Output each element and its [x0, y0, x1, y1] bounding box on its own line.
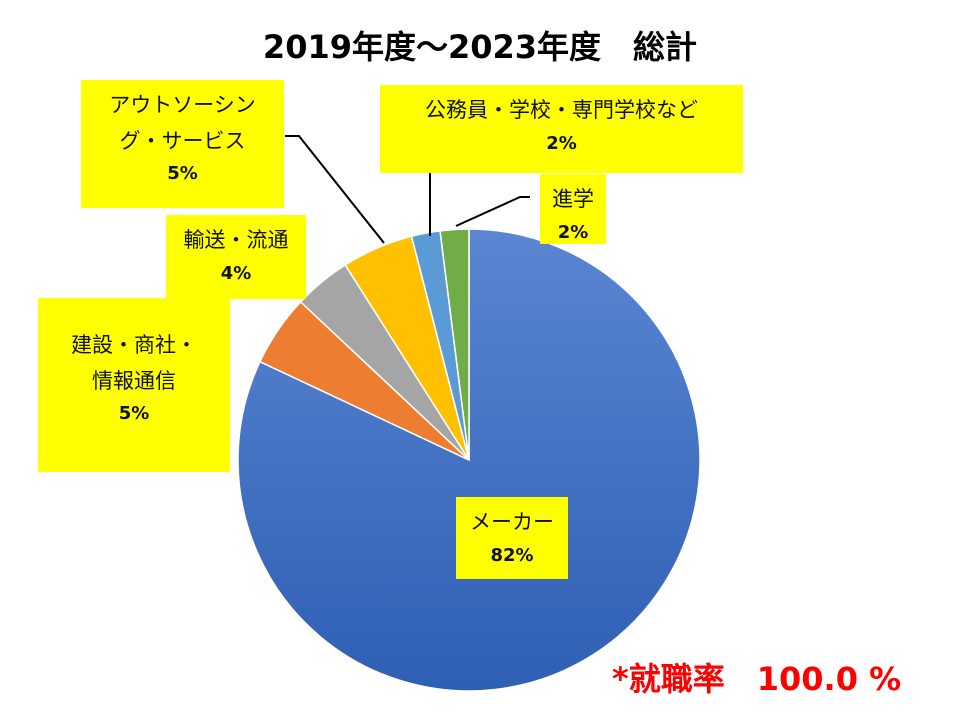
slice-category-label: 情報通信 — [92, 368, 176, 393]
slice-category-label: 建設・商社・ — [71, 333, 197, 357]
slice-percent-label: 5% — [167, 163, 198, 185]
label-construction-trading-it: 建設・商社・ 情報通信 5% — [38, 298, 230, 472]
label-outsourcing-services: アウトソーシン グ・サービス 5% — [81, 80, 284, 208]
slice-maker — [237, 228, 701, 692]
chart-title: 2019年度～2023年度 総計 — [262, 28, 698, 66]
leader-line — [455, 196, 530, 227]
label-transport-distribution: 輸送・流通 4% — [166, 215, 306, 299]
slice-category-label: 公務員・学校・専門学校など — [425, 98, 698, 122]
slice-percent-label: 82% — [490, 544, 534, 566]
slice-percent-label: 2% — [546, 132, 577, 154]
slice-percent-label: 5% — [118, 403, 150, 425]
slice-category-label: メーカー — [470, 510, 554, 534]
label-maker: メーカー 82% — [456, 497, 568, 579]
slice-percent-label: 4% — [220, 262, 252, 284]
slice-category-label: 輸送・流通 — [183, 228, 289, 252]
slice-percent-label: 2% — [557, 221, 589, 243]
slice-category-label: 進学 — [552, 187, 594, 211]
slice-category-label: アウトソーシン — [109, 93, 256, 117]
label-further-education: 進学 2% — [540, 174, 606, 244]
leader-line — [285, 135, 385, 244]
label-public-school: 公務員・学校・専門学校など 2% — [380, 85, 743, 173]
employment-rate-note: *就職率 100.0 % — [612, 660, 902, 698]
slice-category-label: グ・サービス — [119, 128, 246, 153]
slice-further-education — [439, 228, 470, 461]
